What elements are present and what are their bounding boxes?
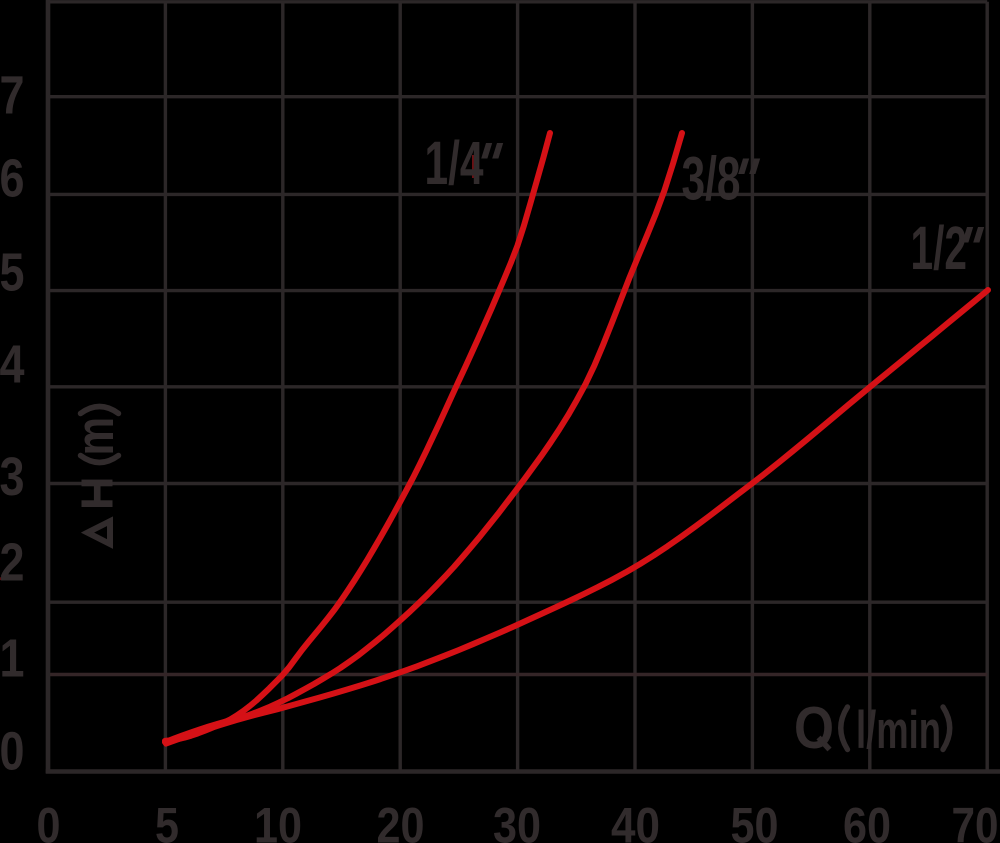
svg-text:5: 5 — [155, 798, 179, 843]
svg-text:1/2: 1/2 — [911, 214, 968, 282]
svg-text:50: 50 — [731, 798, 779, 843]
svg-text:l/min: l/min — [856, 701, 941, 760]
svg-text:O: O — [794, 694, 834, 761]
svg-text:60: 60 — [843, 798, 891, 843]
svg-text:3: 3 — [0, 447, 25, 507]
svg-text:4: 4 — [0, 335, 25, 395]
svg-text:30: 30 — [493, 798, 541, 843]
svg-text:40: 40 — [611, 798, 660, 843]
svg-text:0: 0 — [37, 798, 61, 843]
svg-text:0: 0 — [0, 722, 25, 782]
svg-text:70: 70 — [952, 798, 999, 843]
svg-text:5: 5 — [0, 243, 25, 303]
svg-text:6: 6 — [0, 149, 25, 209]
svg-text:1: 1 — [0, 629, 25, 689]
svg-text:7: 7 — [0, 66, 25, 126]
svg-text:20: 20 — [377, 798, 425, 843]
svg-text:m: m — [66, 417, 125, 456]
svg-text:1/4: 1/4 — [425, 129, 484, 197]
svg-text:2: 2 — [0, 532, 25, 592]
svg-text:3/8: 3/8 — [682, 145, 741, 213]
svg-text:10: 10 — [254, 798, 302, 843]
